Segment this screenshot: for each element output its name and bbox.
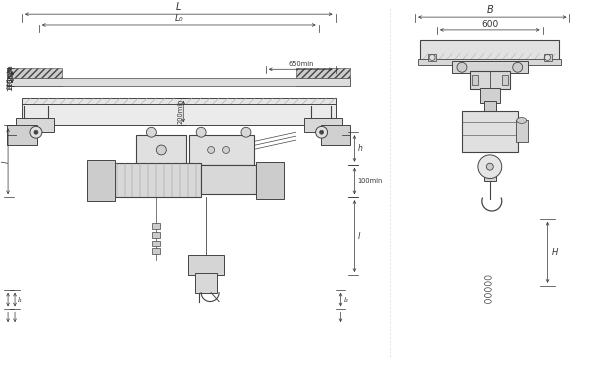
Bar bbox=[152, 231, 160, 238]
Bar bbox=[256, 162, 284, 199]
Circle shape bbox=[478, 155, 502, 178]
Text: L: L bbox=[176, 2, 181, 12]
Bar bbox=[22, 104, 335, 126]
Bar bbox=[515, 120, 527, 142]
Bar bbox=[152, 223, 160, 229]
Bar bbox=[86, 160, 115, 201]
Bar bbox=[296, 68, 350, 86]
Circle shape bbox=[545, 55, 551, 60]
Circle shape bbox=[457, 62, 467, 72]
Circle shape bbox=[223, 147, 230, 153]
Text: l₁: l₁ bbox=[18, 297, 23, 303]
Text: 110min: 110min bbox=[7, 64, 13, 90]
Bar bbox=[152, 248, 160, 254]
Circle shape bbox=[196, 127, 206, 137]
Bar bbox=[452, 61, 527, 73]
Text: l: l bbox=[2, 161, 11, 163]
Circle shape bbox=[429, 55, 435, 60]
Bar bbox=[472, 75, 478, 85]
Bar bbox=[136, 135, 186, 165]
Text: L₀: L₀ bbox=[175, 14, 183, 23]
Bar bbox=[195, 273, 217, 293]
Bar bbox=[7, 78, 350, 86]
Text: l: l bbox=[358, 232, 360, 241]
Circle shape bbox=[146, 127, 157, 137]
Text: 100min: 100min bbox=[358, 178, 383, 184]
Bar bbox=[16, 118, 54, 132]
Bar bbox=[7, 68, 62, 86]
Circle shape bbox=[241, 127, 251, 137]
Bar bbox=[484, 101, 496, 113]
Text: 110min: 110min bbox=[7, 65, 11, 89]
Text: 110min: 110min bbox=[7, 64, 13, 90]
Bar bbox=[420, 40, 559, 61]
Circle shape bbox=[487, 163, 493, 170]
Bar bbox=[201, 165, 256, 194]
Text: l₂: l₂ bbox=[344, 297, 348, 303]
Text: 650min: 650min bbox=[288, 61, 313, 67]
Bar bbox=[544, 54, 551, 61]
Bar bbox=[484, 166, 496, 181]
Bar bbox=[112, 163, 201, 197]
Text: H: H bbox=[551, 248, 558, 257]
Text: B: B bbox=[487, 5, 493, 15]
Circle shape bbox=[208, 147, 215, 153]
Bar bbox=[418, 60, 562, 65]
Bar bbox=[152, 241, 160, 247]
Circle shape bbox=[30, 126, 42, 138]
Bar bbox=[480, 88, 500, 103]
Bar bbox=[428, 54, 436, 61]
Circle shape bbox=[513, 62, 523, 72]
Text: 600: 600 bbox=[481, 20, 499, 29]
Bar bbox=[188, 255, 224, 275]
Circle shape bbox=[320, 130, 323, 134]
Circle shape bbox=[157, 145, 166, 155]
Bar bbox=[470, 71, 510, 89]
Bar bbox=[189, 135, 254, 165]
Circle shape bbox=[316, 126, 328, 138]
Text: h: h bbox=[358, 144, 362, 153]
Bar bbox=[320, 126, 350, 145]
Bar bbox=[7, 126, 37, 145]
Bar bbox=[304, 118, 341, 132]
Bar bbox=[502, 75, 508, 85]
Text: 200min: 200min bbox=[177, 99, 183, 124]
Ellipse shape bbox=[517, 118, 527, 123]
Circle shape bbox=[34, 130, 38, 134]
Bar bbox=[22, 98, 335, 106]
Bar bbox=[462, 110, 518, 152]
